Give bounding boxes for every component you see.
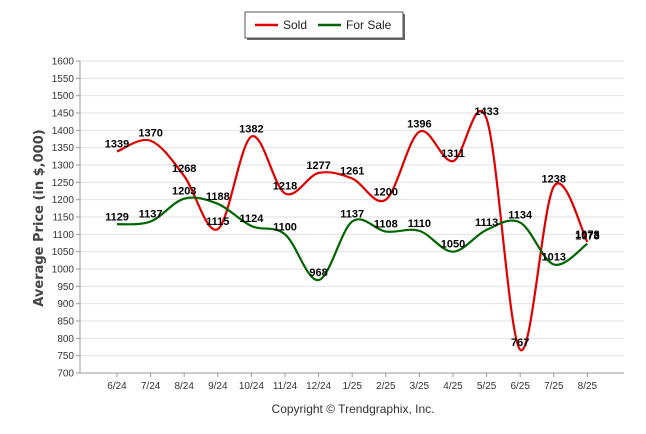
x-tick-label-0: 6/24 <box>107 381 127 392</box>
y-tick-label-1400: 1400 <box>52 126 75 137</box>
x-tick-label-2: 8/24 <box>174 381 194 392</box>
data-label-for-sale-4: 1124 <box>239 213 264 225</box>
series-lines <box>116 109 589 351</box>
data-label-sold-6: 1277 <box>306 160 330 172</box>
y-tick-label-1500: 1500 <box>52 91 75 102</box>
y-tick-label-1200: 1200 <box>52 195 75 206</box>
x-tick-label-5: 11/24 <box>273 381 298 392</box>
y-axis-ticks: 700 750 800 850 900 950 1000 1050 1100 1150 1200 12… <box>52 57 80 380</box>
data-label-sold-13: 1238 <box>542 173 566 185</box>
data-label-sold-11: 1433 <box>474 106 498 118</box>
x-tick-label-3: 9/24 <box>208 381 228 392</box>
y-tick-label-850: 850 <box>57 317 74 328</box>
x-tick-label-9: 3/25 <box>410 381 430 392</box>
data-label-for-sale-3: 1188 <box>206 191 230 203</box>
y-tick-label-900: 900 <box>57 299 74 310</box>
y-tick-label-1550: 1550 <box>52 74 75 85</box>
series-line-sold <box>116 109 589 351</box>
data-label-for-sale-7: 1137 <box>340 209 364 221</box>
data-label-for-sale-2: 1203 <box>172 186 196 198</box>
y-tick-label-1300: 1300 <box>52 161 75 172</box>
data-label-sold-8: 1200 <box>374 187 398 199</box>
x-tick-label-1: 7/24 <box>141 381 161 392</box>
data-label-for-sale-10: 1050 <box>441 239 465 251</box>
series-line-for-sale <box>116 196 589 282</box>
x-tick-label-8: 2/25 <box>376 381 396 392</box>
y-tick-label-800: 800 <box>57 334 74 345</box>
x-tick-label-12: 6/25 <box>510 381 530 392</box>
legend: Sold For Sale <box>244 11 405 40</box>
x-axis-ticks: 6/24 7/24 8/24 9/24 10/24 11/24 12/24 1/25 2/25 3… <box>107 373 598 392</box>
data-label-sold-0: 1339 <box>105 138 129 150</box>
data-label-sold-9: 1396 <box>407 119 431 131</box>
y-tick-label-950: 950 <box>57 282 74 293</box>
data-label-sold-1: 1370 <box>138 128 162 140</box>
y-tick-label-1600: 1600 <box>52 57 75 68</box>
x-tick-label-4: 10/24 <box>239 381 264 392</box>
x-tick-label-7: 1/25 <box>342 381 362 392</box>
y-tick-label-1250: 1250 <box>52 178 75 189</box>
data-label-sold-3: 1115 <box>206 216 229 228</box>
data-label-sold-2: 1268 <box>172 163 196 175</box>
y-tick-label-1450: 1450 <box>52 109 75 120</box>
data-label-for-sale-12: 1134 <box>508 210 533 222</box>
gridlines <box>80 60 624 357</box>
data-labels: 1339 1370 1268 1115 1382 1218 1277 1261 1200 1396… <box>105 106 600 349</box>
x-tick-label-10: 4/25 <box>443 381 463 392</box>
data-label-for-sale-13: 1013 <box>542 251 566 263</box>
data-label-for-sale-14: 1073 <box>575 231 599 243</box>
data-label-for-sale-0: 1129 <box>105 211 129 223</box>
y-tick-label-750: 750 <box>57 351 74 362</box>
data-label-for-sale-5: 1100 <box>273 221 297 233</box>
data-label-for-sale-1: 1137 <box>139 209 163 221</box>
data-label-for-sale-9: 1110 <box>408 218 431 230</box>
copyright-text: Copyright © Trendgraphix, Inc. <box>272 402 435 416</box>
data-label-for-sale-11: 1113 <box>475 217 498 229</box>
legend-for-sale-label: For Sale <box>346 18 392 32</box>
data-label-sold-7: 1261 <box>340 166 364 178</box>
x-tick-label-6: 12/24 <box>306 381 331 392</box>
y-tick-label-1100: 1100 <box>52 230 74 241</box>
y-tick-label-1000: 1000 <box>52 265 75 276</box>
x-tick-label-11: 5/25 <box>477 381 497 392</box>
y-tick-label-700: 700 <box>57 369 74 380</box>
x-tick-label-14: 8/25 <box>578 381 598 392</box>
data-label-for-sale-8: 1108 <box>374 219 398 231</box>
data-label-sold-12: 767 <box>511 337 529 349</box>
data-label-for-sale-6: 968 <box>309 267 327 279</box>
y-tick-label-1150: 1150 <box>52 213 74 224</box>
y-tick-label-1050: 1050 <box>52 247 75 258</box>
y-axis-label: Average Price (in $,000) <box>32 129 47 306</box>
data-label-sold-5: 1218 <box>273 180 297 192</box>
data-label-sold-14: 1078 <box>575 229 599 241</box>
legend-sold-label: Sold <box>283 18 307 32</box>
data-label-sold-10: 1311 <box>441 148 465 160</box>
y-tick-label-1350: 1350 <box>52 143 75 154</box>
x-tick-label-13: 7/25 <box>544 381 564 392</box>
data-label-sold-4: 1382 <box>239 124 263 136</box>
